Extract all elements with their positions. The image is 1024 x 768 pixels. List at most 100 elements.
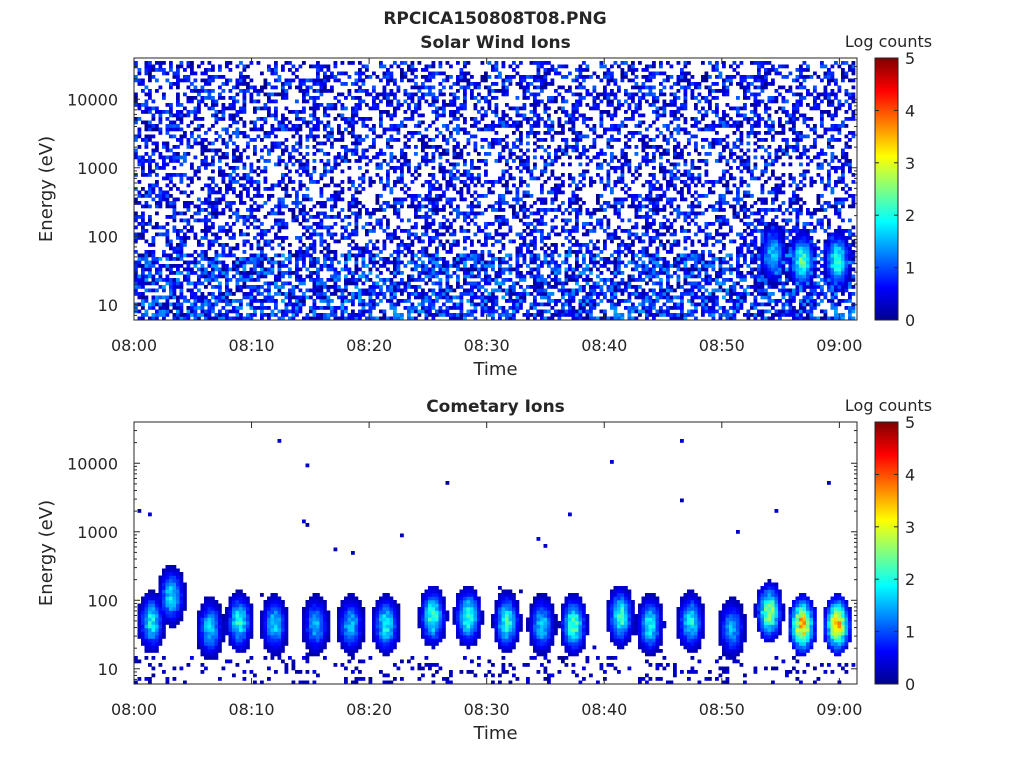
heatmap-cell: [424, 253, 429, 258]
heatmap-cell: [410, 225, 415, 230]
heatmap-cell: [302, 215, 306, 219]
heatmap-cell: [347, 187, 352, 191]
heatmap-cell: [372, 225, 376, 230]
heatmap-cell: [365, 89, 369, 93]
heatmap-cell: [417, 239, 422, 244]
heatmap-cell: [564, 75, 569, 79]
heatmap-cell: [270, 267, 275, 272]
heatmap-cell: [291, 295, 296, 300]
heatmap-cell: [561, 288, 565, 293]
heatmap-cell: [260, 169, 264, 174]
heatmap-cell: [326, 134, 331, 139]
heatmap-cell: [375, 246, 380, 251]
heatmap-cell: [242, 201, 247, 205]
heatmap-cell: [389, 64, 394, 69]
heatmap-cell: [550, 64, 555, 69]
heatmap-cell: [228, 250, 233, 254]
heatmap-cell: [218, 117, 222, 121]
heatmap-cell: [431, 145, 436, 149]
heatmap-cell: [190, 145, 194, 149]
heatmap-cell: [484, 78, 488, 83]
heatmap-cell: [410, 92, 415, 97]
heatmap-cell: [564, 271, 569, 275]
heatmap-cell: [330, 180, 334, 184]
heatmap-cell: [190, 260, 194, 265]
heatmap-cell: [610, 134, 614, 139]
heatmap-cell: [424, 246, 429, 251]
heatmap-cell: [134, 197, 138, 202]
heatmap-cell: [557, 120, 562, 125]
heatmap-cell: [606, 176, 611, 181]
heatmap-cell: [403, 134, 408, 139]
heatmap-cell: [456, 89, 460, 93]
heatmap-cell: [536, 274, 541, 279]
heatmap-cell: [435, 274, 439, 279]
heatmap-cell: [232, 106, 236, 111]
heatmap-cell: [403, 197, 408, 202]
heatmap-cell: [449, 264, 453, 268]
heatmap-cell: [550, 250, 555, 254]
heatmap-cell: [603, 96, 607, 100]
heatmap-cell: [344, 236, 348, 240]
heatmap-cell: [543, 78, 548, 83]
heatmap-cell: [480, 253, 485, 258]
heatmap-cell: [547, 232, 551, 237]
heatmap-cell: [438, 222, 443, 226]
heatmap-cell: [267, 260, 271, 265]
heatmap-cell: [169, 106, 173, 111]
heatmap-cell: [162, 141, 166, 146]
heatmap-cell: [144, 313, 149, 317]
heatmap-cell: [428, 257, 432, 261]
heatmap-cell: [218, 316, 222, 321]
heatmap-cell: [204, 148, 208, 153]
heatmap-cell: [533, 92, 537, 97]
heatmap-cell: [592, 302, 597, 307]
heatmap-cell: [508, 117, 513, 121]
heatmap-cell: [239, 229, 243, 233]
heatmap-cell: [505, 78, 509, 83]
heatmap-cell: [221, 299, 226, 303]
heatmap-cell: [148, 89, 152, 93]
heatmap-cell: [438, 243, 443, 247]
heatmap-cell: [508, 190, 513, 195]
heatmap-cell: [375, 302, 380, 307]
heatmap-cell: [582, 285, 586, 289]
heatmap-cell: [162, 159, 166, 163]
heatmap-cell: [267, 211, 271, 216]
heatmap-cell: [501, 208, 506, 212]
heatmap-cell: [484, 295, 488, 300]
heatmap-cell: [249, 92, 254, 97]
heatmap-cell: [438, 271, 443, 275]
heatmap-cell: [333, 166, 338, 170]
heatmap-cell: [410, 61, 415, 65]
heatmap-cell: [550, 306, 555, 310]
heatmap-cell: [431, 99, 436, 104]
heatmap-cell: [410, 239, 415, 244]
heatmap-cell: [323, 71, 327, 76]
heatmap-cell: [141, 82, 145, 86]
heatmap-cell: [571, 120, 576, 125]
heatmap-cell: [564, 141, 569, 146]
heatmap-cell: [200, 267, 205, 272]
heatmap-cell: [400, 155, 404, 160]
heatmap-cell: [498, 204, 502, 209]
heatmap-cell: [186, 145, 191, 149]
heatmap-cell: [284, 138, 289, 142]
heatmap-cell: [428, 85, 432, 90]
heatmap-cell: [393, 166, 397, 170]
heatmap-cell: [354, 148, 359, 153]
heatmap-cell: [316, 292, 320, 296]
heatmap-cell: [592, 99, 597, 104]
heatmap-cell: [151, 253, 156, 258]
heatmap-cell: [554, 278, 558, 282]
heatmap-cell: [449, 64, 453, 69]
heatmap-cell: [414, 82, 418, 86]
heatmap-cell: [494, 302, 499, 307]
heatmap-cell: [354, 229, 359, 233]
heatmap-cell: [379, 225, 383, 230]
heatmap-cell: [288, 155, 292, 160]
heatmap-cell: [267, 148, 271, 153]
heatmap-cell: [207, 264, 212, 268]
heatmap-cell: [533, 61, 537, 65]
heatmap-cell: [561, 243, 565, 247]
